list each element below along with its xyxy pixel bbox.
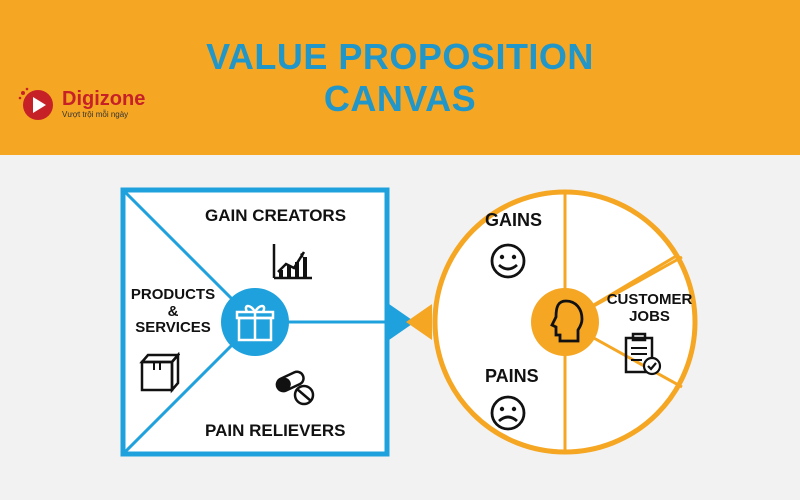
sad-icon bbox=[488, 393, 528, 433]
pills-icon bbox=[270, 367, 318, 407]
logo-tagline: Vượt trội mỗi ngày bbox=[62, 109, 145, 120]
brand-logo: Digizone Vượt trội mỗi ngày bbox=[18, 85, 145, 125]
smile-icon bbox=[488, 241, 528, 281]
growth-chart-icon bbox=[270, 242, 316, 282]
play-icon bbox=[18, 85, 58, 125]
gain-creators-label: GAIN CREATORS bbox=[205, 207, 346, 226]
title-line-1: VALUE PROPOSITION bbox=[206, 36, 594, 77]
products-services-label: PRODUCTS & SERVICES bbox=[128, 287, 218, 337]
value-proposition-canvas: GAIN CREATORS PRODUCTS & SERVICES PAIN R… bbox=[120, 175, 700, 485]
customer-profile-circle: GAINS CUSTOMER JOBS PAINS bbox=[430, 187, 700, 457]
customer-jobs-label: CUSTOMER JOBS bbox=[602, 292, 697, 325]
page-title: VALUE PROPOSITION CANVAS bbox=[206, 36, 594, 119]
value-map-square: GAIN CREATORS PRODUCTS & SERVICES PAIN R… bbox=[120, 187, 390, 457]
gains-label: GAINS bbox=[485, 211, 542, 231]
gift-icon bbox=[233, 300, 277, 344]
title-line-2: CANVAS bbox=[324, 78, 476, 119]
logo-text: Digizone Vượt trội mỗi ngày bbox=[62, 89, 145, 120]
pain-relievers-label: PAIN RELIEVERS bbox=[205, 422, 345, 441]
clipboard-check-icon bbox=[622, 332, 662, 376]
box-icon bbox=[138, 352, 180, 394]
logo-name: Digizone bbox=[62, 89, 145, 109]
connector-right-icon bbox=[406, 304, 432, 340]
pains-label: PAINS bbox=[485, 367, 539, 387]
head-icon bbox=[542, 297, 588, 347]
header-banner: VALUE PROPOSITION CANVAS Digizone Vượt t… bbox=[0, 0, 800, 155]
